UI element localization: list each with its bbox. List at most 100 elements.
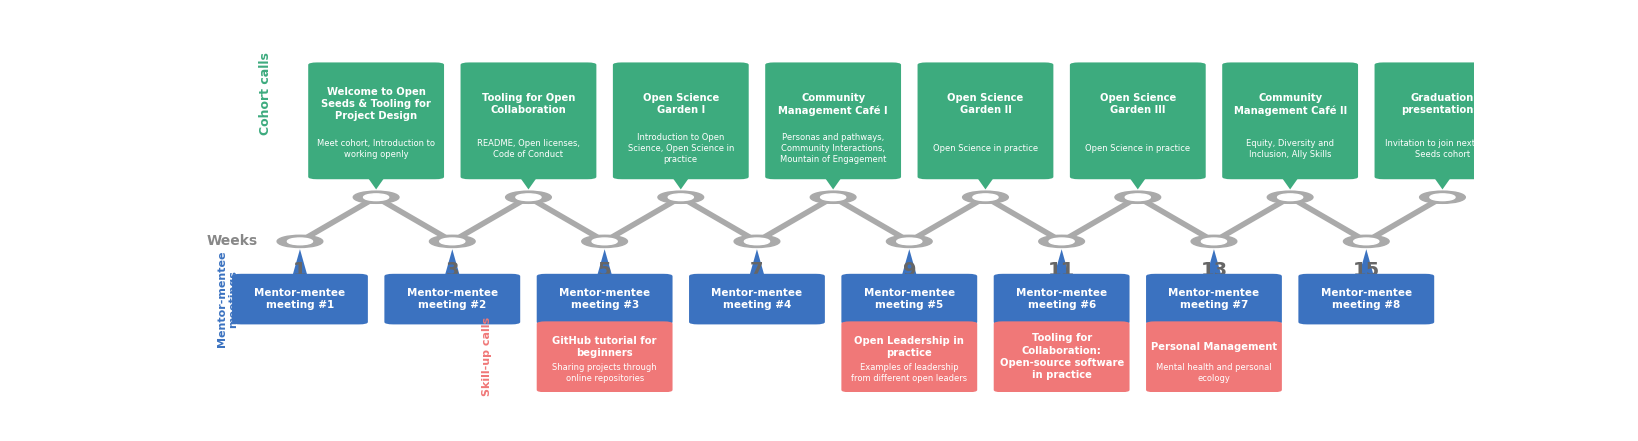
Text: 13: 13: [1201, 261, 1227, 280]
FancyBboxPatch shape: [1070, 63, 1206, 179]
Text: Mental health and personal
ecology: Mental health and personal ecology: [1156, 363, 1271, 383]
Text: README, Open licenses,
Code of Conduct: README, Open licenses, Code of Conduct: [477, 139, 580, 159]
Text: 6: 6: [673, 159, 688, 178]
Text: Meet cohort, Introduction to
working openly: Meet cohort, Introduction to working ope…: [318, 139, 436, 159]
FancyBboxPatch shape: [917, 63, 1053, 179]
Polygon shape: [901, 274, 917, 324]
Circle shape: [1048, 238, 1075, 245]
Polygon shape: [1206, 249, 1222, 276]
Text: Open Science
Garden I: Open Science Garden I: [642, 93, 719, 115]
Circle shape: [1125, 194, 1150, 201]
Text: Mentor-mentee
meeting #3: Mentor-mentee meeting #3: [559, 288, 650, 310]
Circle shape: [668, 194, 693, 201]
Circle shape: [277, 235, 323, 247]
Text: Open Science in practice: Open Science in practice: [1086, 144, 1191, 153]
Text: Community
Management Café I: Community Management Café I: [778, 93, 888, 116]
Text: Mentor-mentee
meeting #2: Mentor-mentee meeting #2: [406, 288, 498, 310]
Polygon shape: [367, 177, 385, 190]
Circle shape: [896, 238, 922, 245]
Circle shape: [1353, 238, 1379, 245]
Circle shape: [506, 191, 552, 203]
Circle shape: [429, 235, 475, 247]
Circle shape: [516, 194, 541, 201]
Text: Open Leadership in
practice: Open Leadership in practice: [855, 336, 965, 358]
Polygon shape: [1281, 177, 1299, 190]
Text: 16: 16: [1428, 159, 1456, 178]
Circle shape: [287, 238, 313, 245]
FancyBboxPatch shape: [1222, 63, 1358, 179]
Text: 7: 7: [750, 261, 763, 280]
Polygon shape: [749, 249, 765, 276]
Circle shape: [1420, 191, 1466, 203]
Polygon shape: [519, 177, 537, 190]
FancyBboxPatch shape: [842, 274, 978, 325]
Circle shape: [1343, 235, 1389, 247]
FancyBboxPatch shape: [460, 63, 596, 179]
Circle shape: [734, 235, 780, 247]
Text: Tooling for
Collaboration:
Open-source software
in practice: Tooling for Collaboration: Open-source s…: [999, 333, 1124, 381]
FancyBboxPatch shape: [537, 274, 673, 325]
Circle shape: [581, 235, 627, 247]
Text: 2: 2: [369, 159, 383, 178]
Text: GitHub tutorial for
beginners: GitHub tutorial for beginners: [552, 336, 657, 358]
Polygon shape: [901, 249, 917, 276]
Text: 5: 5: [598, 261, 611, 280]
FancyBboxPatch shape: [233, 274, 369, 325]
Text: 1: 1: [293, 261, 306, 280]
Text: Personas and pathways,
Community Interactions,
Mountain of Engagement: Personas and pathways, Community Interac…: [780, 133, 886, 164]
Text: Weeks: Weeks: [206, 234, 259, 248]
Polygon shape: [596, 249, 613, 276]
FancyBboxPatch shape: [765, 63, 901, 179]
Circle shape: [364, 194, 388, 201]
Polygon shape: [1358, 249, 1374, 276]
Polygon shape: [1053, 274, 1070, 324]
FancyBboxPatch shape: [613, 63, 749, 179]
FancyBboxPatch shape: [1147, 321, 1283, 392]
Polygon shape: [976, 177, 994, 190]
Text: 4: 4: [521, 159, 536, 178]
Circle shape: [1430, 194, 1455, 201]
FancyBboxPatch shape: [385, 274, 521, 325]
Circle shape: [886, 235, 932, 247]
FancyBboxPatch shape: [1374, 63, 1510, 179]
Polygon shape: [596, 274, 613, 324]
Text: Cohort calls: Cohort calls: [259, 52, 272, 135]
Circle shape: [1115, 191, 1161, 203]
Text: Equity, Diversity and
Inclusion, Ally Skills: Equity, Diversity and Inclusion, Ally Sk…: [1247, 139, 1333, 159]
Text: Tooling for Open
Collaboration: Tooling for Open Collaboration: [482, 93, 575, 115]
Circle shape: [591, 238, 618, 245]
Polygon shape: [672, 177, 690, 190]
Circle shape: [354, 191, 400, 203]
Text: Personal Management: Personal Management: [1152, 342, 1278, 352]
Text: 8: 8: [826, 159, 840, 178]
Text: 12: 12: [1124, 159, 1152, 178]
Text: Skill-up calls: Skill-up calls: [482, 317, 491, 396]
Text: Mentor-mentee
meetings: Mentor-mentee meetings: [216, 251, 239, 348]
Text: Mentor-mentee
meeting #1: Mentor-mentee meeting #1: [254, 288, 346, 310]
Circle shape: [744, 238, 770, 245]
Polygon shape: [1129, 177, 1147, 190]
Circle shape: [1201, 238, 1227, 245]
Text: Welcome to Open
Seeds & Tooling for
Project Design: Welcome to Open Seeds & Tooling for Proj…: [321, 86, 431, 121]
FancyBboxPatch shape: [1299, 274, 1435, 325]
Text: Graduation
presentations!: Graduation presentations!: [1400, 93, 1484, 115]
Text: Community
Management Café II: Community Management Café II: [1233, 93, 1346, 116]
Text: 10: 10: [971, 159, 999, 178]
Polygon shape: [292, 249, 308, 276]
Text: Examples of leadership
from different open leaders: Examples of leadership from different op…: [852, 363, 968, 383]
Circle shape: [1038, 235, 1084, 247]
Text: 3: 3: [446, 261, 459, 280]
Text: 14: 14: [1276, 159, 1304, 178]
Polygon shape: [1206, 274, 1222, 324]
FancyBboxPatch shape: [994, 274, 1130, 325]
FancyBboxPatch shape: [994, 321, 1130, 392]
Text: Mentor-mentee
meeting #7: Mentor-mentee meeting #7: [1168, 288, 1260, 310]
Text: 11: 11: [1048, 261, 1075, 280]
Polygon shape: [824, 177, 842, 190]
Polygon shape: [1053, 249, 1070, 276]
Circle shape: [439, 238, 465, 245]
Polygon shape: [1433, 177, 1451, 190]
Text: Open Science
Garden III: Open Science Garden III: [1099, 93, 1176, 115]
Text: Mentor-mentee
meeting #6: Mentor-mentee meeting #6: [1016, 288, 1107, 310]
Text: 15: 15: [1353, 261, 1379, 280]
